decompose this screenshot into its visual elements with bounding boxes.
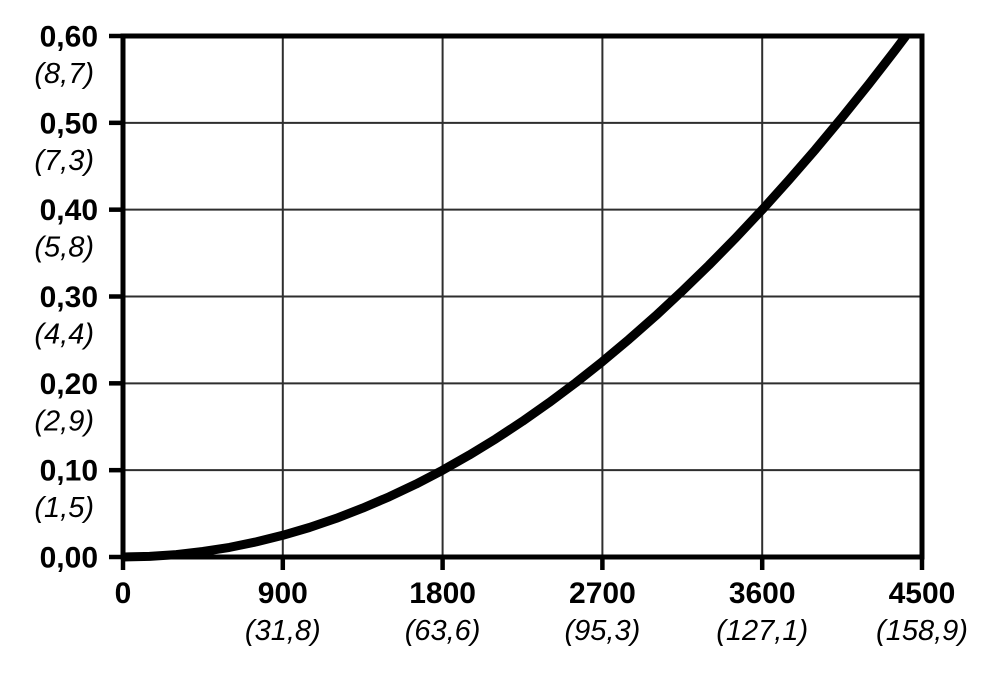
y-tick-secondary-label: (5,8): [34, 232, 94, 264]
y-tick-label: 0,10: [40, 455, 98, 488]
y-tick-secondary-label: (1,5): [34, 492, 94, 524]
y-tick-label: 0,30: [40, 281, 98, 314]
y-tick-secondary-label: (8,7): [34, 58, 94, 90]
x-tick-label: 2700: [569, 577, 636, 610]
y-tick-label: 0,50: [40, 107, 98, 140]
x-tick-label: 3600: [729, 577, 796, 610]
x-tick-label: 0: [115, 577, 132, 610]
y-tick-secondary-label: (7,3): [34, 145, 94, 177]
x-axis-labels: 0 900 (31,8) 1800 (63,6) 2700 (95,3) 3600 (127,1…: [115, 577, 968, 647]
x-tick-secondary-label: (127,1): [716, 615, 808, 647]
y-tick-label: 0,40: [40, 194, 98, 227]
x-tick-secondary-label: (158,9): [876, 615, 968, 647]
tick-marks: [109, 33, 925, 570]
x-tick-label: 1800: [409, 577, 476, 610]
x-tick-secondary-label: (31,8): [245, 615, 321, 647]
y-tick-label: 0,60: [40, 21, 98, 54]
data-series: [122, 33, 910, 562]
x-tick-label: 4500: [889, 577, 956, 610]
y-tick-label: 0,20: [40, 368, 98, 401]
y-tick-label: 0,00: [40, 542, 98, 575]
y-tick-secondary-label: (4,4): [34, 319, 94, 351]
x-tick-secondary-label: (63,6): [405, 615, 481, 647]
data-curve: [122, 33, 910, 562]
y-tick-secondary-label: (2,9): [34, 405, 94, 437]
y-axis-labels: 0,00 0,10 (1,5) 0,20 (2,9) 0,30 (4,4) 0,40 (5,8)…: [34, 21, 98, 575]
x-tick-label: 900: [258, 577, 308, 610]
x-tick-secondary-label: (95,3): [565, 615, 641, 647]
